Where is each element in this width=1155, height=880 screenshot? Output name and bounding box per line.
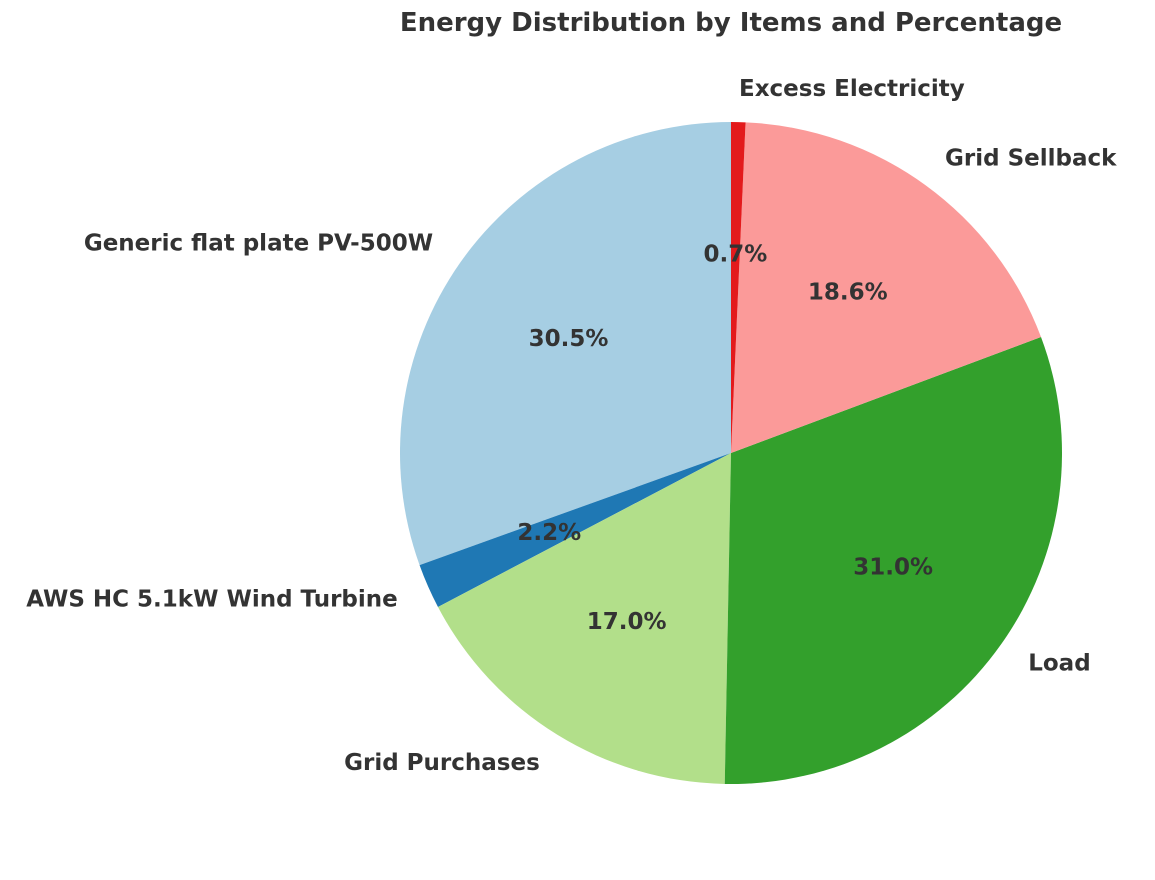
- pct-label-excess-electricity: 0.7%: [703, 241, 767, 267]
- pie-labels: 30.5% Generic flat plate PV-500W 2.2% AWS H…: [26, 76, 1117, 776]
- category-label-generic-flat-plate-pv-500w: Generic flat plate PV-500W: [84, 231, 433, 257]
- pct-label-aws-hc-5-1kw-wind-turbine: 2.2%: [517, 520, 581, 546]
- slice-grid-purchases: [437, 453, 731, 784]
- chart-title: Energy Distribution by Items and Percent…: [400, 8, 1062, 38]
- pct-label-grid-purchases: 17.0%: [587, 609, 667, 635]
- category-label-grid-sellback: Grid Sellback: [945, 145, 1117, 171]
- category-label-grid-purchases: Grid Purchases: [344, 750, 540, 776]
- category-label-aws-hc-5-1kw-wind-turbine: AWS HC 5.1kW Wind Turbine: [26, 587, 398, 613]
- pie-slices: [400, 122, 1063, 785]
- slice-generic-flat-plate-pv-500w: [400, 122, 731, 566]
- pct-label-grid-sellback: 18.6%: [808, 279, 888, 305]
- slice-grid-sellback: [731, 122, 1041, 453]
- slice-aws-hc-5-1kw-wind-turbine: [419, 453, 731, 607]
- pct-label-generic-flat-plate-pv-500w: 30.5%: [529, 326, 609, 352]
- category-label-load: Load: [1028, 650, 1090, 676]
- slice-excess-electricity: [731, 122, 746, 453]
- slice-load: [724, 336, 1063, 785]
- category-label-excess-electricity: Excess Electricity: [739, 76, 965, 102]
- pct-label-load: 31.0%: [853, 555, 933, 581]
